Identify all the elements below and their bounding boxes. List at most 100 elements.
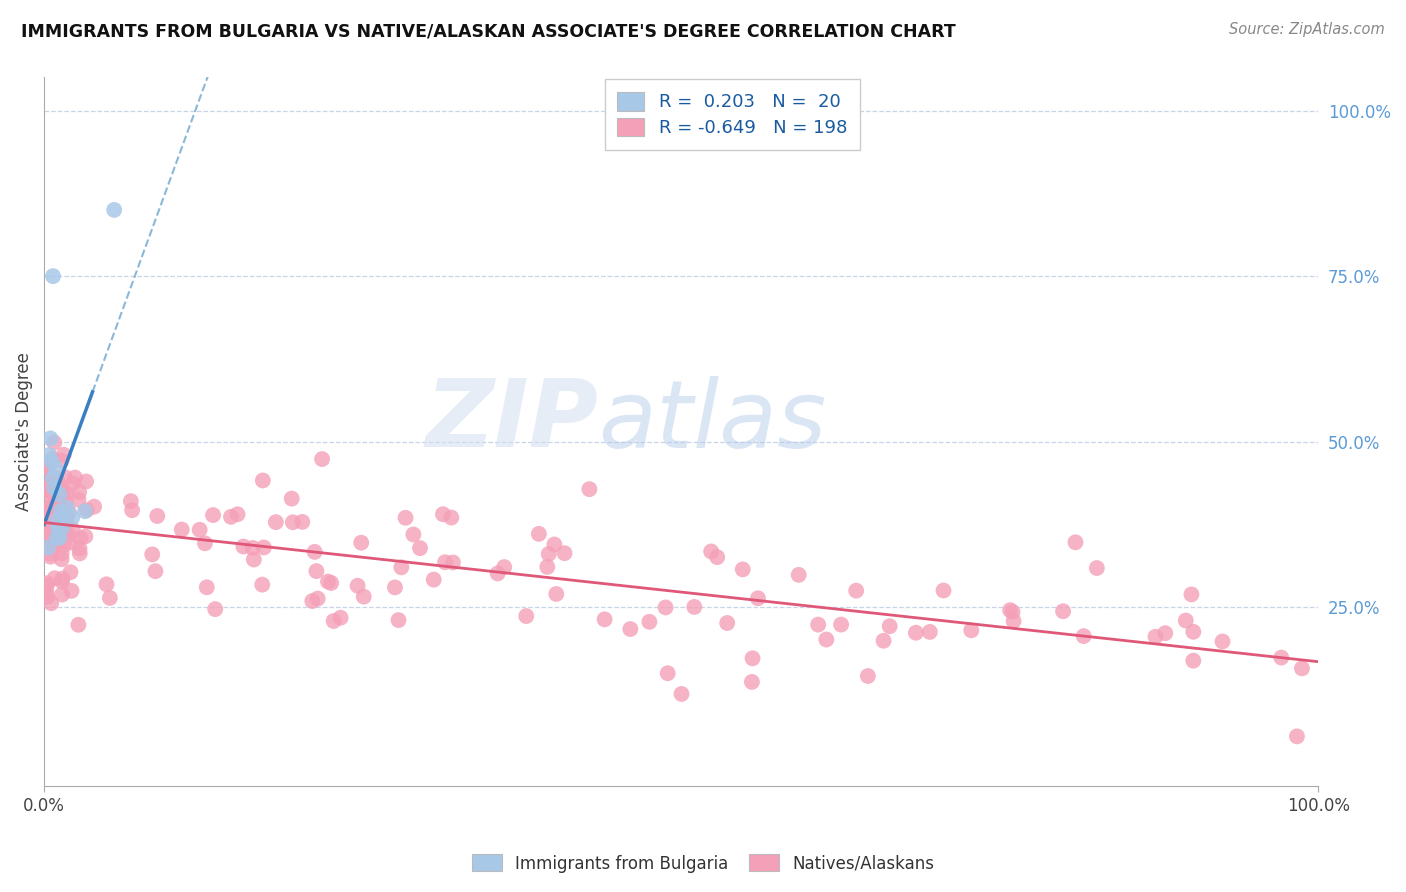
Point	[51, 546, 73, 560]
Point	[39, 547, 62, 561]
Point	[39, 517, 62, 532]
Point	[543, 537, 565, 551]
Point	[58, 505, 80, 519]
Point	[654, 600, 676, 615]
Point	[389, 560, 412, 574]
Point	[280, 491, 302, 506]
Point	[55, 486, 77, 500]
Point	[537, 547, 560, 561]
Point	[73, 504, 96, 518]
Point	[242, 541, 264, 555]
Point	[55, 516, 77, 530]
Point	[38, 507, 60, 521]
Point	[170, 523, 193, 537]
Point	[578, 482, 600, 496]
Point	[51, 501, 73, 516]
Point	[638, 615, 661, 629]
Point	[67, 617, 90, 632]
Point	[49, 512, 72, 526]
Point	[39, 541, 62, 556]
Point	[51, 511, 73, 525]
Point	[856, 669, 879, 683]
Point	[53, 510, 76, 524]
Point	[48, 495, 70, 509]
Point	[51, 588, 73, 602]
Point	[1073, 629, 1095, 643]
Point	[35, 526, 58, 541]
Point	[39, 502, 62, 516]
Point	[44, 435, 66, 450]
Point	[56, 508, 79, 523]
Point	[34, 460, 56, 475]
Point	[69, 541, 91, 556]
Point	[998, 603, 1021, 617]
Point	[37, 505, 59, 519]
Y-axis label: Associate's Degree: Associate's Degree	[15, 352, 32, 511]
Point	[37, 460, 59, 475]
Text: ZIP: ZIP	[426, 376, 599, 467]
Point	[48, 488, 70, 502]
Point	[1180, 587, 1202, 601]
Point	[46, 474, 69, 488]
Point	[48, 521, 70, 535]
Point	[194, 536, 217, 550]
Point	[76, 503, 98, 517]
Point	[59, 535, 82, 549]
Point	[384, 581, 406, 595]
Point	[44, 481, 66, 495]
Point	[39, 528, 62, 542]
Point	[83, 500, 105, 514]
Point	[1211, 634, 1233, 648]
Point	[440, 510, 463, 524]
Point	[741, 674, 763, 689]
Point	[441, 556, 464, 570]
Point	[353, 590, 375, 604]
Point	[37, 462, 59, 476]
Point	[527, 527, 550, 541]
Point	[700, 544, 723, 558]
Point	[932, 583, 955, 598]
Point	[1182, 654, 1205, 668]
Point	[42, 483, 65, 497]
Point	[1291, 661, 1313, 675]
Point	[145, 564, 167, 578]
Point	[120, 494, 142, 508]
Point	[38, 527, 60, 541]
Point	[872, 633, 894, 648]
Point	[96, 577, 118, 591]
Point	[304, 545, 326, 559]
Point	[1270, 650, 1292, 665]
Point	[387, 613, 409, 627]
Point	[918, 624, 941, 639]
Point	[45, 461, 67, 475]
Point	[42, 471, 65, 485]
Point	[34, 504, 56, 518]
Point	[202, 508, 225, 522]
Point	[51, 454, 73, 468]
Point	[39, 596, 62, 610]
Point	[37, 576, 59, 591]
Point	[55, 528, 77, 542]
Point	[44, 518, 66, 533]
Point	[45, 537, 67, 551]
Point	[243, 552, 266, 566]
Point	[48, 531, 70, 545]
Point	[253, 541, 276, 555]
Point	[141, 548, 163, 562]
Point	[103, 202, 125, 217]
Point	[204, 602, 226, 616]
Point	[55, 527, 77, 541]
Point	[51, 521, 73, 535]
Point	[41, 454, 63, 468]
Point	[51, 479, 73, 493]
Point	[39, 533, 62, 547]
Point	[546, 587, 568, 601]
Point	[787, 567, 810, 582]
Point	[657, 666, 679, 681]
Point	[44, 506, 66, 520]
Point	[1052, 604, 1074, 618]
Point	[55, 515, 77, 529]
Point	[63, 470, 86, 484]
Point	[747, 591, 769, 606]
Point	[41, 451, 63, 466]
